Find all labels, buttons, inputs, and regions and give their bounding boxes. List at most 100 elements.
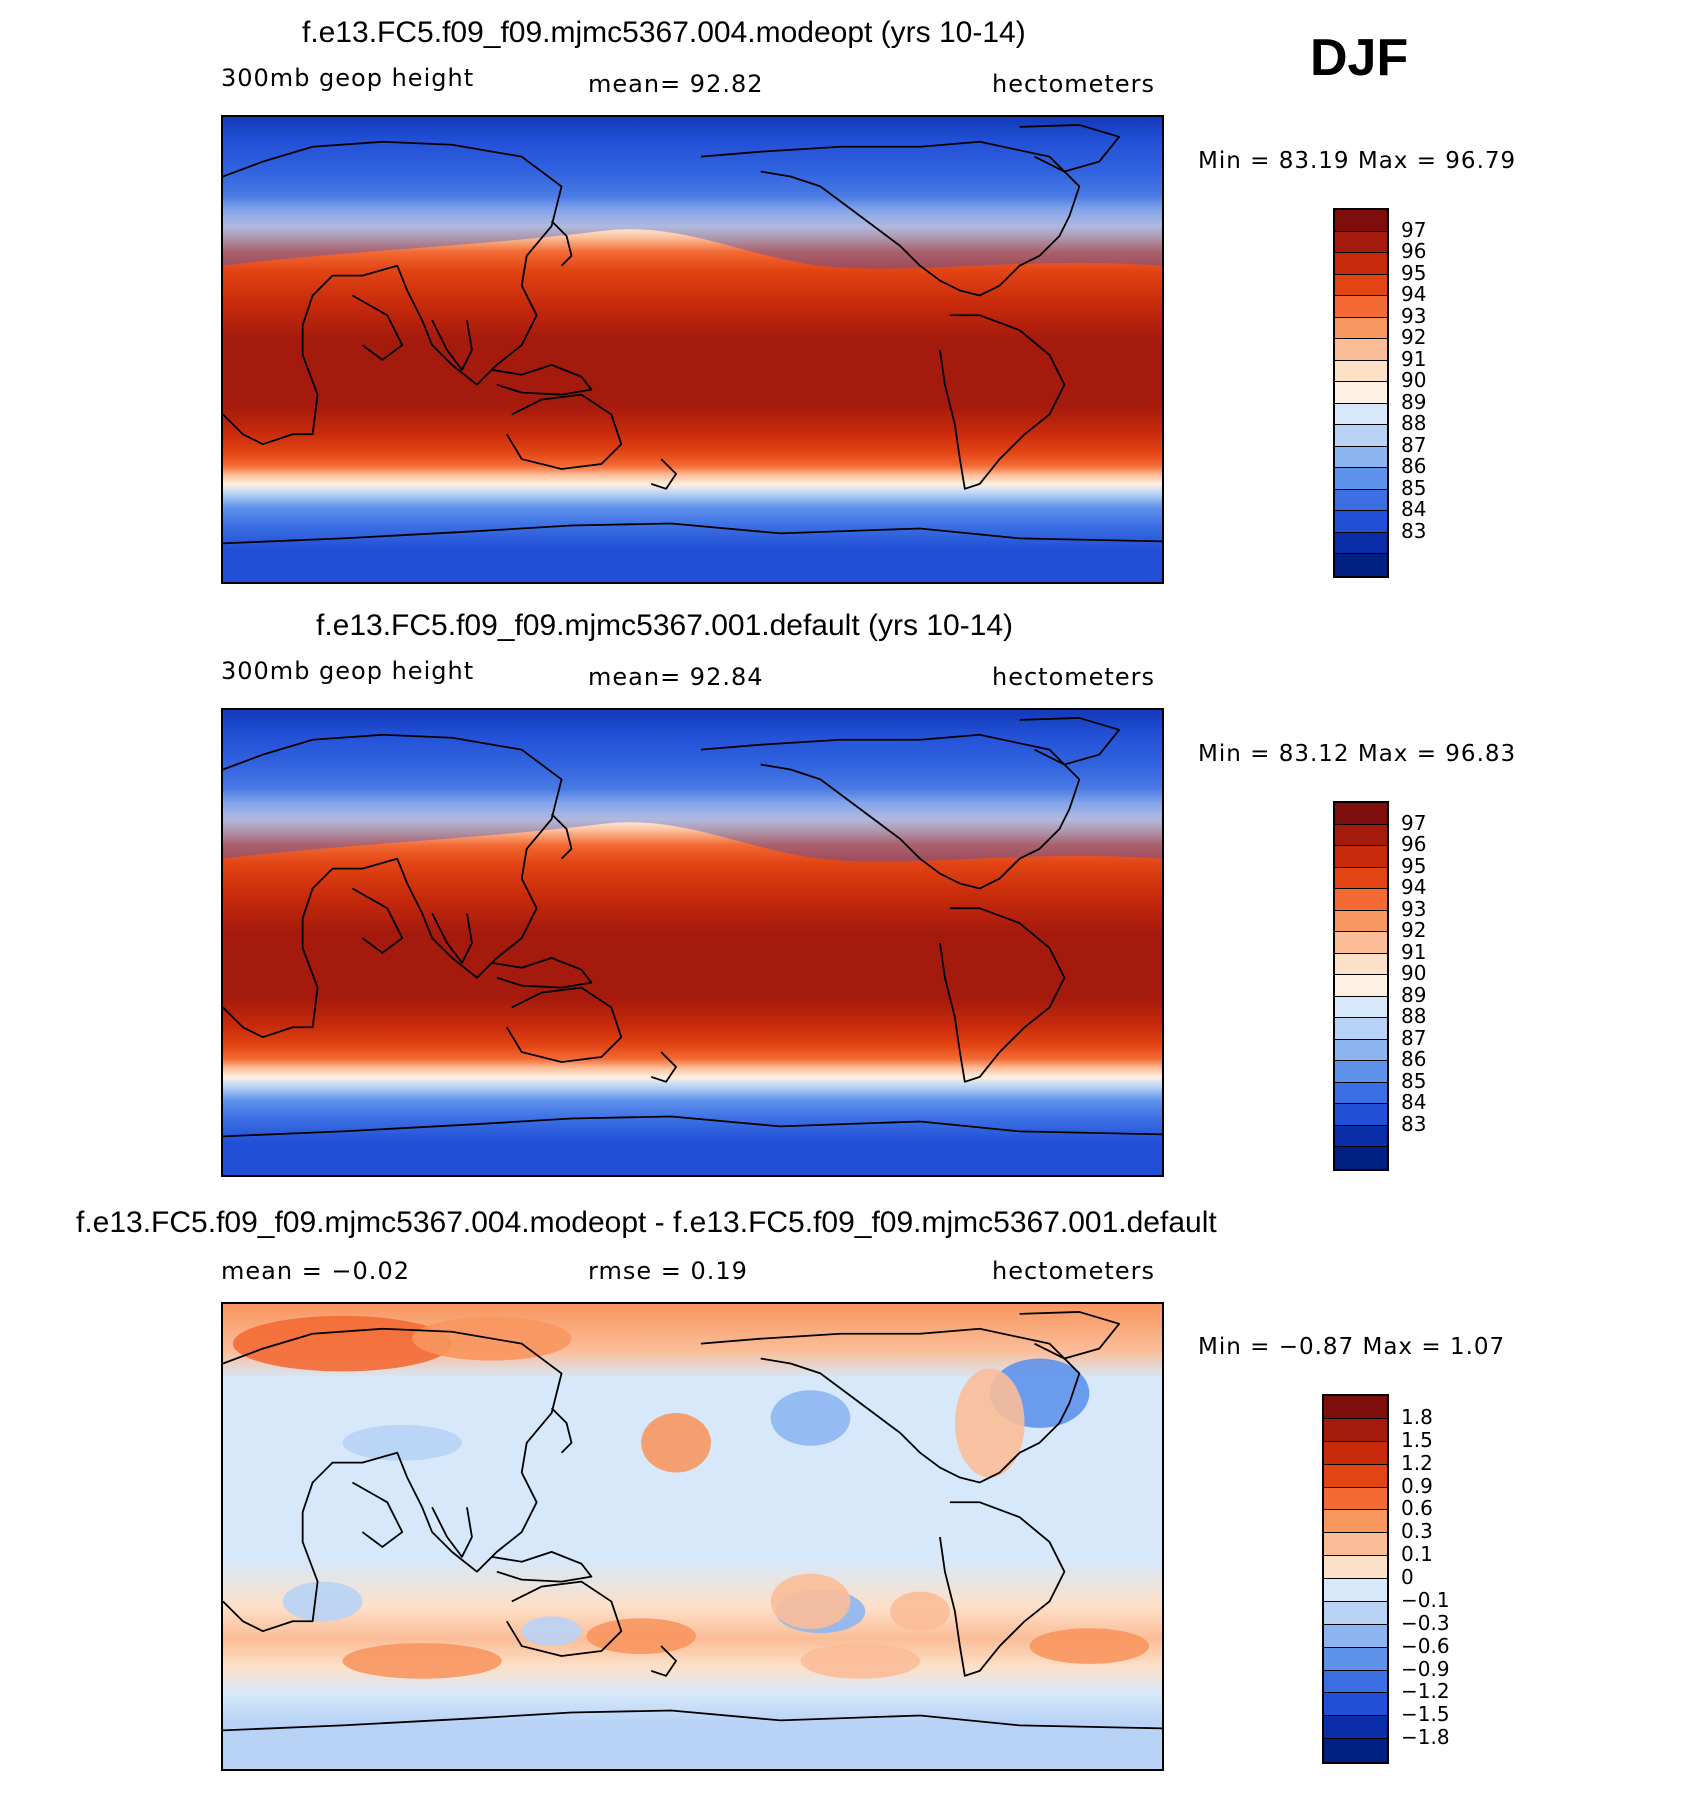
colorbar-swatch [1324, 1647, 1387, 1671]
colorbar-swatch [1324, 1579, 1387, 1602]
colorbar-label: 85 [1401, 1068, 1427, 1093]
colorbar-swatch [1335, 403, 1387, 426]
colorbar-swatch [1335, 1125, 1387, 1148]
panel-3-rmse-label: rmse = 0.19 [588, 1257, 748, 1285]
panel-3-mean-label: mean = −0.02 [221, 1257, 410, 1285]
colorbar-label: 97 [1401, 217, 1427, 242]
colorbar-label: 87 [1401, 1025, 1427, 1050]
colorbar-label: 92 [1401, 325, 1427, 350]
coastline [491, 363, 593, 396]
panel-3-colorbar [1322, 1394, 1389, 1764]
colorbar-swatch [1335, 210, 1387, 232]
coastline [431, 1506, 473, 1558]
colorbar-label: 90 [1401, 961, 1427, 986]
coastline [431, 319, 473, 371]
coastline [223, 140, 563, 446]
coastline [491, 956, 593, 989]
colorbar-label: 83 [1401, 1111, 1427, 1136]
coastline [506, 393, 623, 470]
colorbar-label: 96 [1401, 239, 1427, 264]
panel-2-title: f.e13.FC5.f09_f09.mjmc5367.001.default (… [316, 609, 1014, 642]
colorbar-swatch [1335, 889, 1387, 911]
colorbar-label: −1.2 [1401, 1679, 1450, 1704]
colorbar-label: 1.5 [1401, 1427, 1433, 1452]
map-anomaly-region [342, 1424, 462, 1461]
panel-1-title: f.e13.FC5.f09_f09.mjmc5367.004.modeopt (… [302, 16, 1026, 49]
colorbar-swatch [1335, 910, 1387, 933]
map-anomaly-region [641, 1413, 711, 1473]
coastline [431, 912, 473, 964]
colorbar-swatch [1335, 339, 1387, 361]
coastline [352, 887, 404, 954]
map-jet-wave [223, 117, 1162, 269]
map-anomaly-region [282, 1581, 363, 1622]
colorbar-swatch [1335, 446, 1387, 469]
map-anomaly-region [342, 1643, 502, 1679]
map-anomaly-region [890, 1591, 950, 1632]
map-anomaly-region [1029, 1628, 1150, 1664]
season-label: DJF [1310, 29, 1409, 87]
colorbar-swatch [1335, 803, 1387, 825]
coastline [550, 1407, 573, 1454]
colorbar-label: 0.6 [1401, 1496, 1433, 1521]
colorbar-swatch [1335, 932, 1387, 954]
colorbar-label: 0.9 [1401, 1473, 1433, 1498]
coastline [491, 1550, 593, 1583]
colorbar-label: 88 [1401, 411, 1427, 436]
panel-1-minmax-label: Min = 83.19 Max = 96.79 [1198, 148, 1517, 174]
colorbar-label: 95 [1401, 260, 1427, 285]
colorbar-swatch [1324, 1510, 1387, 1534]
coastline [939, 314, 1066, 490]
coastline [223, 1709, 1162, 1732]
colorbar-label: 83 [1401, 518, 1427, 543]
coastline [1019, 717, 1121, 766]
colorbar-swatch [1335, 867, 1387, 890]
colorbar-swatch [1335, 489, 1387, 512]
colorbar-swatch [1335, 1104, 1387, 1126]
colorbar-label: 86 [1401, 454, 1427, 479]
coastline [650, 1051, 677, 1083]
colorbar-label: 87 [1401, 432, 1427, 457]
panel-2-mean-label: mean= 92.84 [588, 663, 764, 691]
colorbar-swatch [1335, 824, 1387, 847]
coastline [223, 1327, 563, 1633]
panel-1-variable-label: 300mb geop height [221, 64, 475, 92]
colorbar-label: 89 [1401, 982, 1427, 1007]
colorbar-swatch [1335, 532, 1387, 555]
colorbar-swatch [1324, 1601, 1387, 1625]
colorbar-swatch [1335, 317, 1387, 340]
colorbar-swatch [1335, 996, 1387, 1019]
colorbar-swatch [1335, 554, 1387, 576]
colorbar-label: 89 [1401, 389, 1427, 414]
coastline [223, 1115, 1162, 1138]
coastline [700, 1327, 1081, 1484]
colorbar-label: 91 [1401, 939, 1427, 964]
colorbar-label: 0.1 [1401, 1542, 1433, 1567]
colorbar-label: 90 [1401, 368, 1427, 393]
colorbar-swatch [1335, 360, 1387, 383]
colorbar-swatch [1335, 975, 1387, 997]
colorbar-swatch [1335, 953, 1387, 976]
colorbar-label: 91 [1401, 346, 1427, 371]
map-anomaly-region [521, 1616, 582, 1647]
colorbar-swatch [1324, 1441, 1387, 1465]
colorbar-label: −0.3 [1401, 1610, 1450, 1635]
colorbar-label: 93 [1401, 896, 1427, 921]
colorbar-swatch [1324, 1418, 1387, 1442]
colorbar-label: 88 [1401, 1004, 1427, 1029]
colorbar-swatch [1324, 1716, 1387, 1740]
colorbar-label: 85 [1401, 475, 1427, 500]
colorbar-label: 1.8 [1401, 1404, 1433, 1429]
colorbar-swatch [1335, 425, 1387, 447]
panel-2-map [221, 708, 1164, 1177]
panel-2-units-label: hectometers [992, 663, 1155, 691]
colorbar-swatch [1324, 1533, 1387, 1557]
panel-1-map [221, 115, 1164, 584]
colorbar-swatch [1324, 1464, 1387, 1488]
coastline [506, 1580, 623, 1657]
colorbar-label: −1.8 [1401, 1725, 1450, 1750]
coastline [700, 140, 1081, 297]
colorbar-swatch [1324, 1487, 1387, 1511]
colorbar-swatch [1335, 1039, 1387, 1062]
colorbar-swatch [1324, 1556, 1387, 1579]
